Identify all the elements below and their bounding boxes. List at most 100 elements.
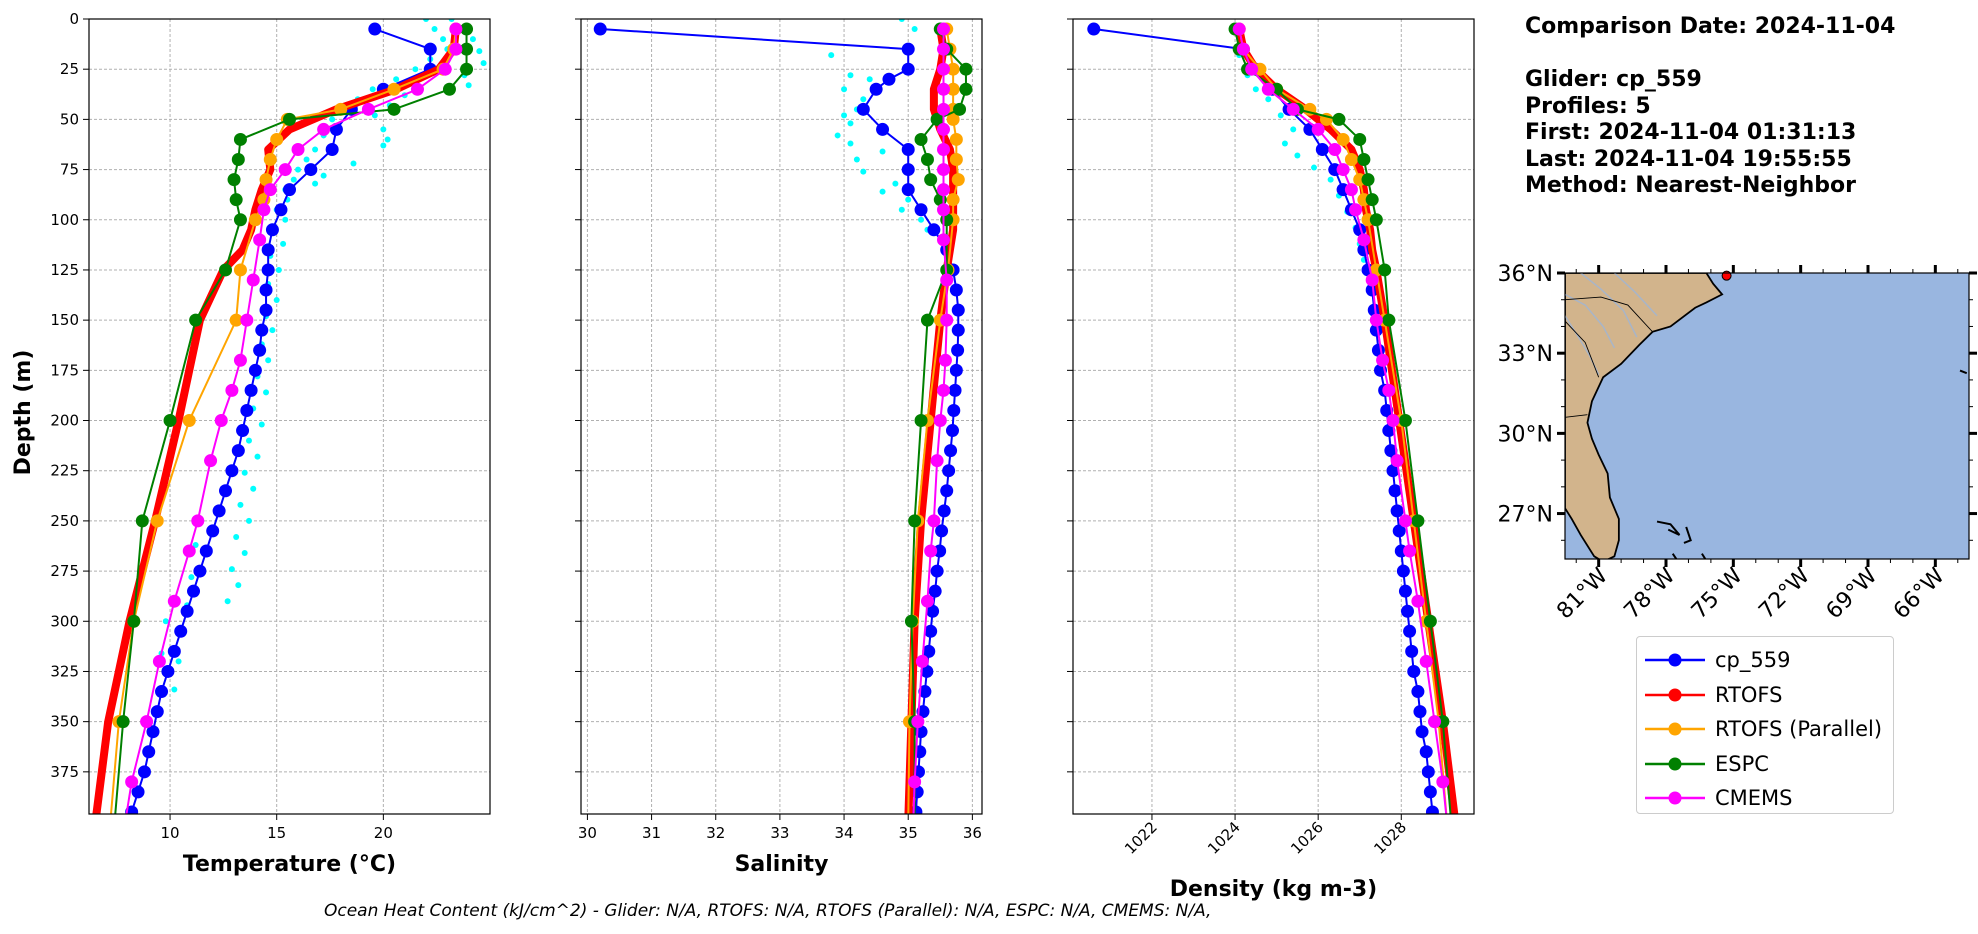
glider-point bbox=[137, 765, 151, 779]
raw-profile-point bbox=[412, 66, 419, 73]
glider-point bbox=[924, 624, 938, 638]
glider-point bbox=[930, 564, 944, 578]
x-axis-label: Density (kg m-3) bbox=[1170, 877, 1378, 902]
espc-point bbox=[127, 614, 141, 628]
glider-point bbox=[231, 444, 245, 458]
glider-point bbox=[942, 464, 956, 478]
cmems-point bbox=[1236, 42, 1250, 56]
legend-label: CMEMS bbox=[1715, 786, 1793, 811]
raw-profile-point bbox=[369, 86, 376, 93]
glider-point bbox=[248, 363, 262, 377]
espc-point bbox=[189, 313, 203, 327]
lon-label: 75°W bbox=[1687, 563, 1748, 624]
cmems-point bbox=[911, 715, 925, 729]
cmems-point bbox=[1436, 775, 1450, 789]
cmems-point bbox=[1336, 163, 1350, 177]
espc-point bbox=[924, 173, 938, 187]
raw-profile-point bbox=[898, 206, 905, 213]
cmems-point bbox=[937, 383, 951, 397]
raw-profile-point bbox=[879, 188, 886, 195]
raw-profile-point bbox=[448, 19, 455, 22]
cmems-point bbox=[225, 383, 239, 397]
y-tick-label: 225 bbox=[50, 462, 79, 480]
raw-profile-point bbox=[918, 216, 925, 223]
espc-point bbox=[920, 313, 934, 327]
espc-point bbox=[1357, 153, 1371, 167]
raw-profile-point bbox=[224, 598, 231, 605]
cmems-point bbox=[125, 775, 139, 789]
cmems-point bbox=[937, 203, 951, 217]
glider-point bbox=[265, 223, 279, 237]
glider-point bbox=[1398, 584, 1412, 598]
cmems-point bbox=[278, 163, 292, 177]
raw-profile-point bbox=[847, 120, 854, 127]
cmems-line bbox=[1238, 28, 1448, 814]
glider-point bbox=[259, 283, 273, 297]
glider-point bbox=[1403, 624, 1417, 638]
cmems-point bbox=[1357, 233, 1371, 247]
state-border bbox=[1565, 296, 1653, 333]
cmems-point bbox=[937, 163, 951, 177]
island bbox=[1701, 553, 1707, 559]
raw-profile-point bbox=[371, 112, 378, 119]
glider-point bbox=[1388, 484, 1402, 498]
espc-point bbox=[914, 132, 928, 146]
legend-marker bbox=[1668, 791, 1682, 805]
y-tick-label: 175 bbox=[50, 361, 79, 379]
density-panel: 1022 1024 1026 1028 Density (kg m-3) bbox=[1067, 18, 1475, 902]
land bbox=[1565, 273, 1724, 559]
y-tick-label: 275 bbox=[50, 562, 79, 580]
espc-point bbox=[930, 112, 944, 126]
cmems-point bbox=[317, 122, 331, 136]
y-tick-label: 50 bbox=[60, 110, 79, 128]
espc-point bbox=[233, 213, 247, 227]
glider-point bbox=[219, 484, 233, 498]
glider-point bbox=[944, 444, 958, 458]
raw-profile-point bbox=[431, 26, 438, 33]
glider-point bbox=[1413, 705, 1427, 719]
glider-point bbox=[937, 504, 951, 518]
location-map: 36°N 33°N 30°N 27°N 81°W 78°W 75°W 72°W 69°W 66°W bbox=[1498, 262, 1977, 624]
espc-point bbox=[1369, 213, 1383, 227]
axes-frame bbox=[580, 18, 983, 815]
rtofs_parallel-point bbox=[150, 514, 164, 528]
rtofs_parallel-point bbox=[946, 112, 960, 126]
raw-profile-point bbox=[841, 112, 848, 119]
y-tick-label: 300 bbox=[50, 612, 79, 630]
cmems-point bbox=[940, 273, 954, 287]
glider-point bbox=[945, 424, 959, 438]
raw-profile-point bbox=[312, 146, 319, 153]
raw-profile-point bbox=[320, 172, 327, 179]
state-border bbox=[1565, 414, 1588, 418]
glider-point bbox=[1407, 664, 1421, 678]
cmems-point bbox=[927, 514, 941, 528]
map-frame bbox=[1564, 272, 1970, 560]
cmems-point bbox=[1428, 715, 1442, 729]
temperature-panel: 0 25 50 75 100 125 150 175 200 225 250 275 300 325 350… bbox=[11, 10, 491, 877]
raw-profile-point bbox=[380, 126, 387, 133]
rtofs_parallel-point bbox=[946, 193, 960, 207]
raw-profile-point bbox=[828, 52, 835, 59]
raw-profile-point bbox=[254, 453, 261, 460]
cmems-point bbox=[915, 654, 929, 668]
method: Method: Nearest-Neighbor bbox=[1525, 173, 1856, 198]
raw-profile-point bbox=[233, 533, 240, 540]
raw-profile-point bbox=[1294, 152, 1301, 159]
y-tick-label: 25 bbox=[60, 60, 79, 78]
cmems-line bbox=[125, 29, 457, 814]
cmems-point bbox=[263, 183, 277, 197]
raw-profile-point bbox=[329, 116, 336, 123]
cmems-point bbox=[1328, 142, 1342, 156]
glider-point bbox=[940, 484, 954, 498]
espc-point bbox=[1445, 816, 1458, 829]
rtofs_parallel-point bbox=[104, 816, 117, 829]
raw-profile-point bbox=[175, 658, 182, 665]
cmems-point bbox=[449, 42, 463, 56]
glider-point bbox=[920, 664, 934, 678]
glider-point bbox=[180, 604, 194, 618]
espc-point bbox=[108, 816, 121, 829]
glider-point bbox=[1401, 604, 1415, 618]
cmems-point bbox=[182, 544, 196, 558]
glider-point bbox=[926, 604, 940, 618]
river bbox=[1613, 273, 1658, 317]
